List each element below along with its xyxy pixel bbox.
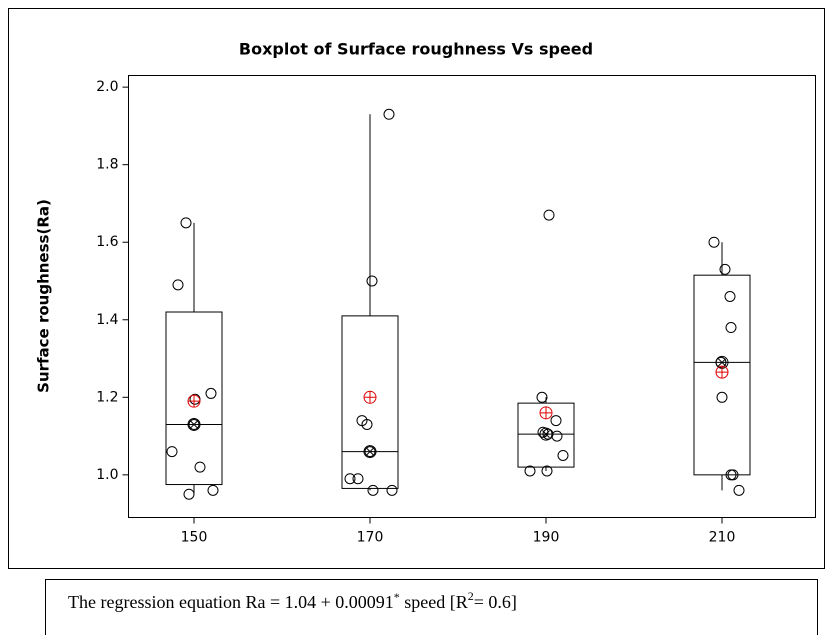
footnote-box	[45, 579, 818, 635]
point	[205, 387, 217, 399]
y-tick-label: 1.6	[96, 234, 118, 250]
point	[725, 322, 737, 334]
point	[724, 291, 736, 302]
footnote-text: = 0.6]	[474, 592, 517, 612]
median-marker-x	[542, 430, 550, 439]
mean-marker-plus	[188, 395, 200, 408]
plot-area	[128, 75, 816, 518]
y-tick-label: 2.0	[96, 79, 118, 95]
footnote-sup: *	[394, 590, 400, 604]
x-tick-label: 190	[533, 530, 560, 546]
y-tick-label: 1.8	[96, 157, 118, 173]
point	[727, 469, 739, 481]
median-marker	[187, 417, 201, 431]
point	[716, 391, 728, 403]
box	[341, 315, 399, 489]
point	[733, 484, 745, 496]
x-tick-label: 170	[357, 530, 384, 546]
x-tick-label: 150	[181, 530, 208, 546]
point	[166, 446, 178, 458]
point	[366, 275, 378, 287]
y-tick-label: 1.2	[96, 389, 118, 405]
box	[165, 311, 223, 486]
point	[536, 391, 548, 403]
point	[550, 415, 562, 427]
y-tick-label: 1.0	[96, 467, 118, 483]
point	[542, 428, 554, 440]
x-tick-label: 210	[709, 530, 736, 546]
mean-marker-plus	[716, 366, 728, 379]
footnote: The regression equation Ra = 1.04 + 0.00…	[68, 589, 517, 612]
point	[188, 418, 200, 430]
point	[344, 473, 356, 485]
point	[708, 236, 720, 248]
point	[543, 209, 555, 221]
footnote-sup: 2	[468, 589, 474, 603]
point	[172, 279, 184, 291]
median-marker	[363, 445, 377, 459]
point	[194, 461, 206, 473]
point	[383, 108, 395, 120]
point	[386, 484, 398, 496]
median-marker-x	[366, 447, 374, 456]
point	[541, 465, 553, 477]
point	[352, 473, 364, 485]
median-marker	[539, 427, 553, 441]
median-marker-x	[718, 358, 726, 367]
point	[364, 446, 376, 458]
point	[361, 418, 373, 430]
chart-title: Boxplot of Surface roughness Vs speed	[239, 40, 593, 59]
point	[557, 449, 569, 461]
point	[183, 488, 195, 500]
point	[719, 263, 731, 275]
footnote-text: speed [R	[400, 592, 468, 612]
point	[207, 484, 219, 496]
box	[693, 274, 751, 476]
mean-marker-plus	[364, 391, 376, 404]
point	[524, 465, 536, 477]
mean-marker-plus	[540, 406, 552, 419]
y-axis-title: Surface roughness(Ra)	[35, 199, 53, 393]
point	[180, 217, 192, 229]
point	[367, 484, 379, 496]
box	[517, 402, 575, 468]
y-tick-label: 1.4	[96, 312, 118, 328]
footnote-text: The regression equation Ra = 1.04 + 0.00…	[68, 592, 394, 612]
median-marker-x	[190, 420, 198, 429]
